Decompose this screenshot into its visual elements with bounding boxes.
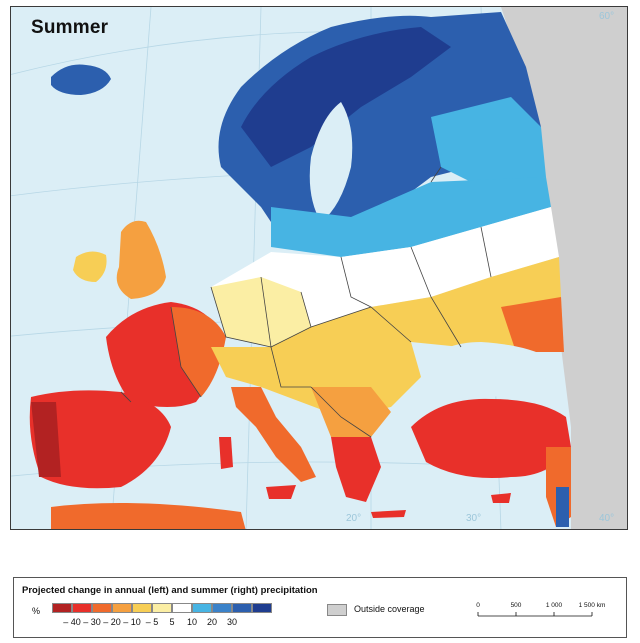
italy	[231, 387, 316, 482]
legend-tick-label: 20	[206, 617, 218, 627]
legend-tick-label: – 40	[63, 617, 81, 627]
levant-blue	[556, 487, 569, 527]
legend-tick-label: – 20	[103, 617, 121, 627]
legend-tick-label: 30	[226, 617, 238, 627]
crete	[371, 510, 406, 518]
europe-map	[11, 7, 627, 529]
map-title: Summer	[31, 17, 109, 38]
baltic-region	[271, 177, 551, 257]
outside-coverage-label: Outside coverage	[354, 604, 425, 614]
scale-bar-label: 1 500 km	[578, 602, 606, 609]
scale-bar-label: 1 000	[545, 602, 563, 609]
germany	[211, 277, 311, 347]
france-east-orange	[171, 307, 226, 397]
longitude-label-30: 30°	[466, 513, 482, 524]
legend-swatch	[92, 603, 112, 613]
cyprus	[491, 493, 511, 503]
scale-bar-graphic	[477, 612, 593, 617]
legend-swatch	[52, 603, 72, 613]
finland-light-blue	[431, 97, 546, 187]
map-panel: Summer 60° 20° 30° 40°	[10, 6, 628, 530]
baltic-sea	[309, 102, 353, 222]
legend-tick-label: – 10	[123, 617, 141, 627]
black-sea-coast-orange	[501, 297, 564, 352]
portugal-dark-red	[31, 402, 61, 477]
legend-swatch	[252, 603, 272, 613]
scale-bar: 0 500 1 000 1 500 km	[466, 602, 606, 626]
legend-color-scale	[52, 603, 272, 613]
legend-swatch	[132, 603, 152, 613]
turkey	[411, 398, 571, 478]
legend-tick-label: – 5	[145, 617, 159, 627]
legend-unit: %	[32, 606, 41, 616]
latitude-label-40: 40°	[599, 513, 615, 524]
scandinavia-north	[241, 27, 451, 167]
legend-title: Projected change in annual (left) and su…	[22, 585, 318, 596]
black-sea	[421, 342, 556, 397]
longitude-label-20: 20°	[346, 513, 362, 524]
legend-tick-label: 10	[186, 617, 198, 627]
balkans-orange	[311, 387, 391, 437]
legend-tick-labels: – 40– 30– 20– 10 – 5 5 10 20 30	[52, 617, 292, 631]
legend-swatch	[152, 603, 172, 613]
legend: Projected change in annual (left) and su…	[13, 577, 627, 638]
outside-coverage-swatch	[327, 604, 347, 616]
iceland	[51, 64, 111, 95]
latitude-label-60: 60°	[599, 11, 615, 22]
legend-swatch	[192, 603, 212, 613]
sicily	[266, 485, 296, 499]
north-africa	[51, 503, 246, 529]
legend-swatch	[212, 603, 232, 613]
scale-bar-label: 0	[476, 602, 480, 609]
iberia	[29, 390, 171, 489]
legend-swatch	[112, 603, 132, 613]
great-britain	[116, 220, 166, 299]
legend-swatch	[172, 603, 192, 613]
scale-bar-label: 500	[510, 602, 522, 609]
country-borders	[120, 166, 492, 438]
legend-tick-label: – 30	[83, 617, 101, 627]
legend-swatch	[232, 603, 252, 613]
sardinia	[219, 437, 233, 469]
outside-coverage-area	[501, 7, 627, 529]
legend-swatch	[72, 603, 92, 613]
legend-tick-label: 5	[169, 617, 175, 627]
greece	[331, 437, 381, 502]
ireland	[73, 251, 107, 282]
